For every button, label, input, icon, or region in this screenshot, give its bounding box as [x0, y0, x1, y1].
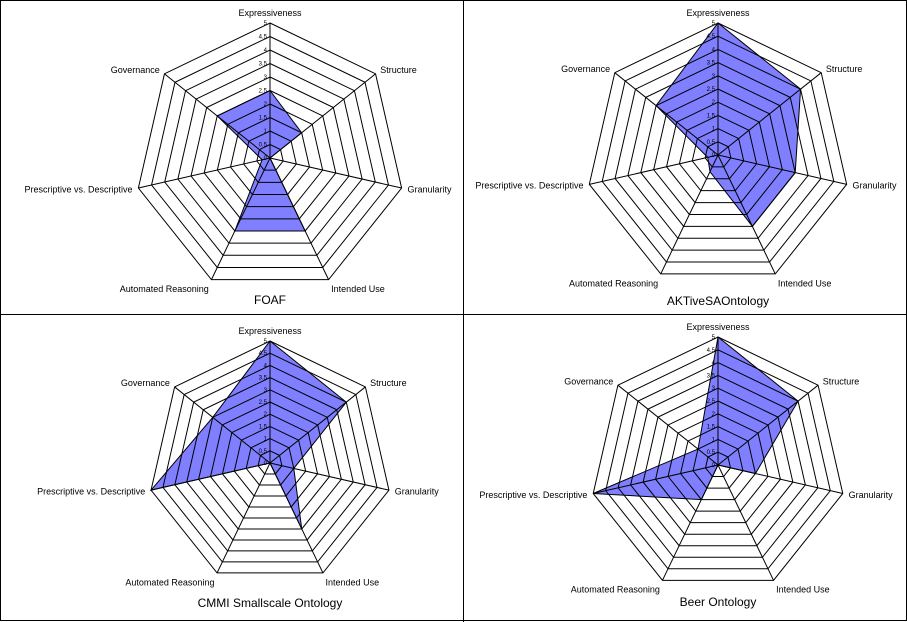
chart-title: FOAF	[254, 293, 286, 307]
tick-label: 3.5	[259, 62, 268, 68]
axis-label-structure: Structure	[826, 64, 863, 74]
tick-label: 1.5	[707, 113, 716, 119]
axis-label-granularity: Granularity	[853, 181, 898, 191]
axis-label-expressiveness: Expressiveness	[238, 8, 302, 18]
axis-label-intended-use: Intended Use	[776, 585, 830, 595]
tick-label: 2.5	[707, 87, 716, 93]
tick-label: 2.5	[707, 399, 716, 405]
tick-label: 3.5	[259, 376, 268, 382]
tick-label: 3.5	[707, 373, 716, 379]
chart-title: CMMI Smallscale Ontology	[198, 596, 343, 610]
axis-label-structure: Structure	[380, 65, 417, 75]
tick-label: 2.5	[259, 89, 268, 95]
tick-label: 4.5	[707, 34, 716, 40]
axis-label-structure: Structure	[823, 376, 860, 386]
axis-label-expressiveness: Expressiveness	[686, 322, 750, 332]
tick-label: 0.5	[259, 449, 268, 455]
axis-label-governance: Governance	[561, 64, 610, 74]
axis-label-intended-use: Intended Use	[778, 278, 832, 288]
radar-chart-foaf: 00.511.522.533.544.55ExpressivenessStruc…	[1, 1, 463, 314]
axis-label-granularity: Granularity	[407, 184, 452, 194]
axis-label-governance: Governance	[111, 65, 160, 75]
axis-label-expressiveness: Expressiveness	[686, 8, 750, 18]
radar-chart-cmmi: 00.511.522.533.544.55ExpressivenessStruc…	[1, 315, 463, 622]
tick-label: 2.5	[259, 400, 268, 406]
axis-label-prescriptive-vs-descriptive: Prescriptive vs. Descriptive	[25, 184, 133, 194]
axis-label-automated-reasoning: Automated Reasoning	[120, 284, 209, 294]
axis-label-automated-reasoning: Automated Reasoning	[569, 278, 658, 288]
tick-label: 0.5	[259, 143, 268, 149]
chart-title: AKTiveSAOntology	[667, 294, 769, 308]
tick-label: 1.5	[707, 425, 716, 431]
axis-label-automated-reasoning: Automated Reasoning	[571, 585, 660, 595]
axis-label-prescriptive-vs-descriptive: Prescriptive vs. Descriptive	[475, 181, 583, 191]
axis-label-prescriptive-vs-descriptive: Prescriptive vs. Descriptive	[37, 486, 145, 496]
axis-label-intended-use: Intended Use	[331, 284, 385, 294]
radar-chart-beer: 00.511.522.533.544.55ExpressivenessStruc…	[464, 315, 907, 622]
axis-label-expressiveness: Expressiveness	[238, 326, 302, 336]
tick-label: 0.5	[707, 140, 716, 146]
axis-label-intended-use: Intended Use	[326, 577, 380, 587]
data-series-area	[217, 91, 305, 231]
axis-label-granularity: Granularity	[395, 486, 440, 496]
chart-title: Beer Ontology	[680, 595, 757, 609]
axis-label-prescriptive-vs-descriptive: Prescriptive vs. Descriptive	[479, 490, 587, 500]
tick-label: 4.5	[259, 351, 268, 357]
axis-label-governance: Governance	[564, 376, 613, 386]
tick-label: 3.5	[707, 61, 716, 67]
tick-label: 0.5	[707, 450, 716, 456]
tick-label: 4.5	[707, 348, 716, 354]
axis-label-granularity: Granularity	[849, 490, 894, 500]
axis-label-structure: Structure	[370, 378, 407, 388]
tick-label: 1.5	[259, 116, 268, 122]
tick-label: 1.5	[259, 424, 268, 430]
axis-label-automated-reasoning: Automated Reasoning	[125, 577, 214, 587]
axis-label-governance: Governance	[121, 378, 170, 388]
tick-label: 4.5	[259, 35, 268, 41]
radar-chart-aktivesa: 00.511.522.533.544.55ExpressivenessStruc…	[464, 1, 907, 314]
